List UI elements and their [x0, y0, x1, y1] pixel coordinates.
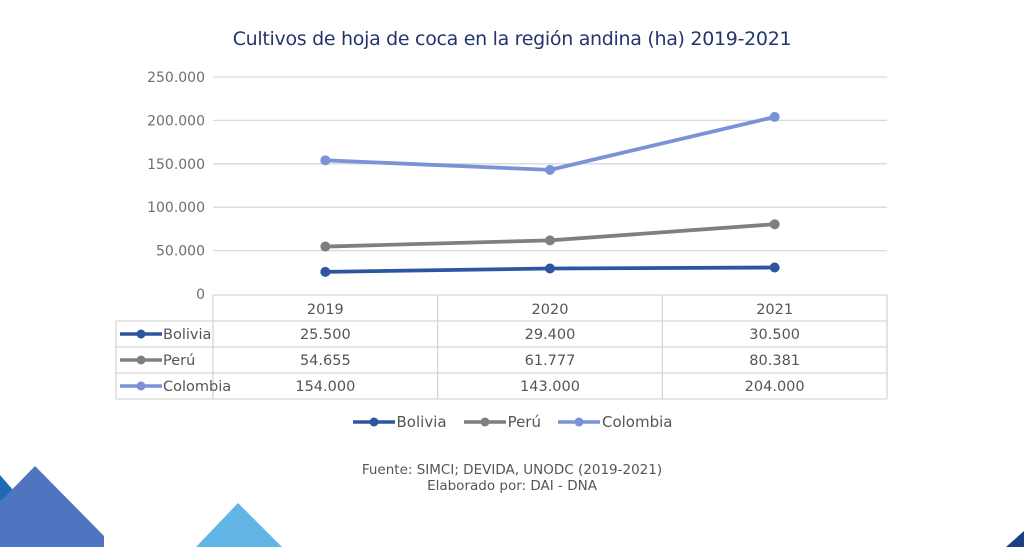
data-point: [769, 111, 780, 122]
deco-triangle-navy: [1006, 531, 1024, 547]
data-table: 2019 2020 2021 Bolivia 25.500 29.400 30.500 Per…: [115, 294, 888, 400]
table-cell-value: 143.000: [520, 379, 580, 395]
series-colombia: [320, 111, 780, 175]
y-tick-label: 150.000: [147, 157, 205, 173]
legend-key-icon: [352, 417, 395, 427]
table-cell-value: 204.000: [745, 379, 805, 395]
legend-key-marker: [574, 417, 584, 427]
table-cell-value: 54.655: [300, 353, 351, 369]
data-point: [545, 263, 555, 274]
credit-line: Elaborado por: DAI - DNA: [427, 478, 597, 494]
y-axis-ticks: 0 50.000 100.000 150.000 200.000 250.000: [147, 70, 205, 303]
deco-triangle-dark: [0, 475, 13, 502]
legend-key-icon: [463, 417, 506, 427]
data-point: [545, 235, 555, 246]
x-tick-label: 2021: [756, 302, 793, 318]
legend-item: Perú: [463, 413, 541, 431]
decorative-shapes: [0, 466, 1024, 547]
legend-label: Bolivia: [396, 413, 447, 431]
legend-label: Colombia: [601, 413, 673, 431]
legend-label: Perú: [507, 413, 541, 431]
series-bolivia: [320, 262, 780, 277]
table-cell-value: 61.777: [525, 353, 576, 369]
series-lines: [320, 111, 780, 277]
gridlines: [213, 76, 887, 252]
table-legend-key-marker: [136, 329, 146, 339]
source-line: Fuente: SIMCI; DEVIDA, UNODC (2019-2021): [361, 462, 663, 478]
y-tick-label: 50.000: [156, 244, 205, 260]
legend-item: Bolivia: [352, 413, 447, 431]
source-note: Fuente: SIMCI; DEVIDA, UNODC (2019-2021)…: [0, 462, 1024, 494]
series-line: [323, 115, 777, 172]
table-cell-value: 25.500: [300, 327, 351, 343]
data-point: [545, 164, 555, 175]
table-row-label: Colombia: [163, 379, 231, 395]
deco-triangle-light: [196, 503, 282, 547]
y-tick-label: 200.000: [147, 113, 205, 129]
table-row-label: Bolivia: [163, 327, 211, 343]
x-tick-label: 2020: [532, 302, 569, 318]
table-row-label: Perú: [163, 353, 195, 369]
legend-key-icon: [557, 417, 600, 427]
table-cell-value: 29.400: [525, 327, 576, 343]
data-point: [769, 262, 780, 273]
legend-key-marker: [480, 417, 490, 427]
deco-triangle-mid: [0, 466, 104, 547]
y-tick-label: 250.000: [147, 70, 205, 86]
legend-item: Colombia: [557, 413, 673, 431]
series-per: [320, 219, 780, 252]
y-tick-label: 0: [196, 287, 205, 303]
table-cell-value: 80.381: [749, 353, 800, 369]
table-legend-key-marker: [136, 381, 146, 391]
x-tick-label: 2019: [307, 302, 344, 318]
line-chart: 0 50.000 100.000 150.000 200.000 250.000 2019…: [115, 70, 888, 400]
legend: Bolivia Perú Colombia: [0, 413, 1024, 433]
y-tick-label: 100.000: [147, 200, 205, 216]
data-point: [769, 219, 780, 230]
table-cell-value: 30.500: [749, 327, 800, 343]
table-cell-value: 154.000: [295, 379, 355, 395]
data-point: [320, 155, 331, 166]
legend-key-marker: [369, 417, 379, 427]
table-legend-key-marker: [136, 355, 146, 365]
chart-title: Cultivos de hoja de coca en la región an…: [232, 28, 792, 50]
data-point: [320, 241, 331, 252]
data-point: [320, 266, 331, 277]
